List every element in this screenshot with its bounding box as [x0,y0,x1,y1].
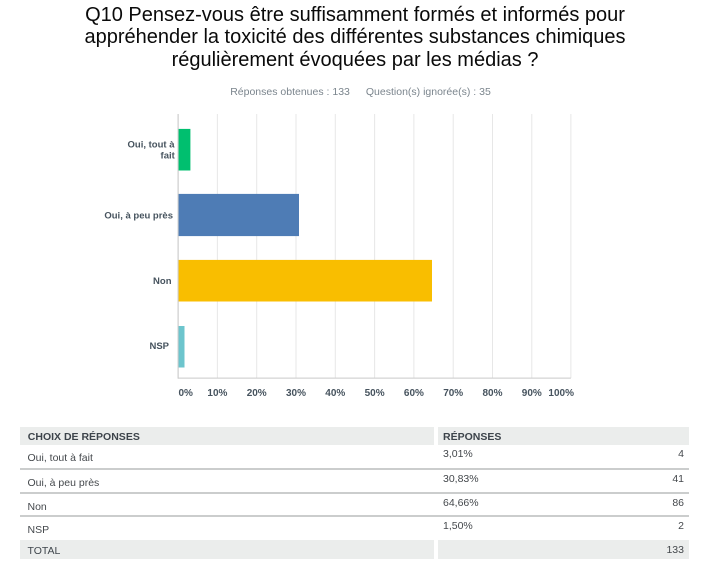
svg-text:20%: 20% [247,388,267,399]
svg-text:Oui, tout à: Oui, tout à [128,140,176,151]
svg-text:Non: Non [153,276,172,287]
svg-text:NSP: NSP [149,341,169,352]
svg-text:10%: 10% [207,388,227,399]
svg-text:100%: 100% [548,388,574,399]
svg-text:80%: 80% [482,388,502,399]
svg-text:30%: 30% [286,388,306,399]
svg-text:Oui, à peu près: Oui, à peu près [104,211,173,222]
svg-text:40%: 40% [325,388,345,399]
svg-text:90%: 90% [522,388,542,399]
svg-text:0%: 0% [179,388,194,399]
svg-text:fait: fait [161,151,176,162]
svg-text:70%: 70% [443,388,463,399]
svg-text:60%: 60% [404,388,424,399]
svg-text:50%: 50% [365,388,385,399]
